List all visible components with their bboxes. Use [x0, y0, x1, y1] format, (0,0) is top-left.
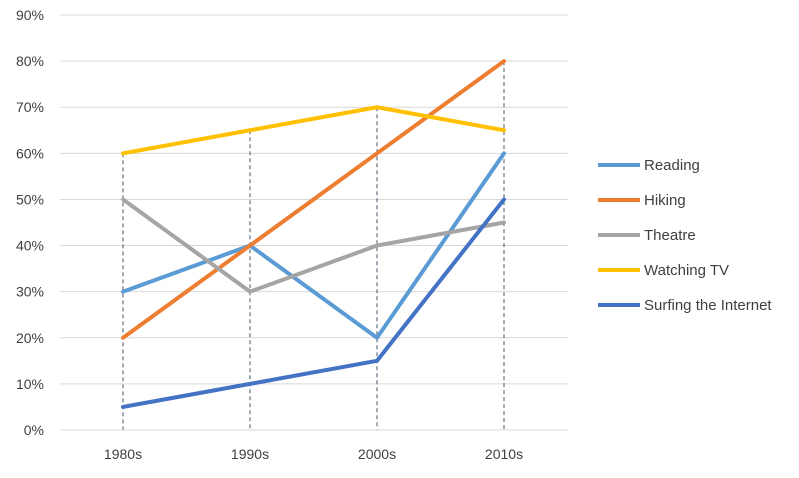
x-tick-label: 1990s	[231, 446, 269, 462]
series-lines	[121, 59, 506, 409]
legend-label-surfing-the-internet: Surfing the Internet	[644, 297, 772, 314]
y-tick-label: 50%	[16, 191, 44, 207]
y-tick-label: 0%	[24, 422, 44, 438]
legend-label-theatre: Theatre	[644, 227, 696, 244]
y-tick-label: 20%	[16, 330, 44, 346]
y-tick-label: 10%	[16, 376, 44, 392]
y-tick-label: 90%	[16, 7, 44, 23]
axes: 0% 10% 20% 30% 40% 50% 60% 70% 80% 90% 1980s 1990s 2…	[16, 7, 568, 462]
y-tick-label: 60%	[16, 145, 44, 161]
series-line-theatre	[121, 197, 506, 294]
legend-label-watching-tv: Watching TV	[644, 262, 729, 279]
series-line-reading	[121, 151, 506, 340]
x-tick-label: 2010s	[485, 446, 523, 462]
legend-label-reading: Reading	[644, 157, 700, 174]
series-line-hiking	[121, 59, 506, 340]
y-tick-label: 70%	[16, 99, 44, 115]
legend-label-hiking: Hiking	[644, 192, 686, 209]
series-line-watching-tv	[121, 105, 506, 156]
y-tick-label: 30%	[16, 284, 44, 300]
x-tick-label: 2000s	[358, 446, 396, 462]
series-line-surfing-the-internet	[121, 197, 506, 409]
y-tick-label: 40%	[16, 238, 44, 254]
y-tick-label: 80%	[16, 53, 44, 69]
legend: Reading Hiking Theatre Watching TV Surfing t…	[598, 157, 772, 314]
drop-lines	[122, 61, 505, 430]
x-tick-label: 1980s	[104, 446, 142, 462]
